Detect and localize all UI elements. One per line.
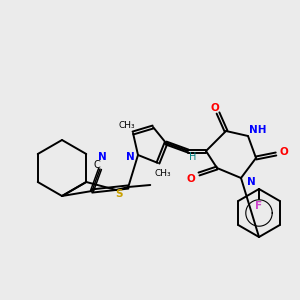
Text: O: O <box>280 147 288 157</box>
Text: C: C <box>94 160 100 170</box>
Text: CH₃: CH₃ <box>119 121 135 130</box>
Text: NH: NH <box>249 125 267 135</box>
Text: N: N <box>98 152 106 162</box>
Text: O: O <box>211 103 219 113</box>
Text: S: S <box>116 189 123 199</box>
Text: O: O <box>187 174 195 184</box>
Text: CH₃: CH₃ <box>155 169 171 178</box>
Text: N: N <box>247 177 255 187</box>
Text: F: F <box>255 201 262 211</box>
Text: N: N <box>126 152 134 162</box>
Text: H: H <box>189 152 197 162</box>
